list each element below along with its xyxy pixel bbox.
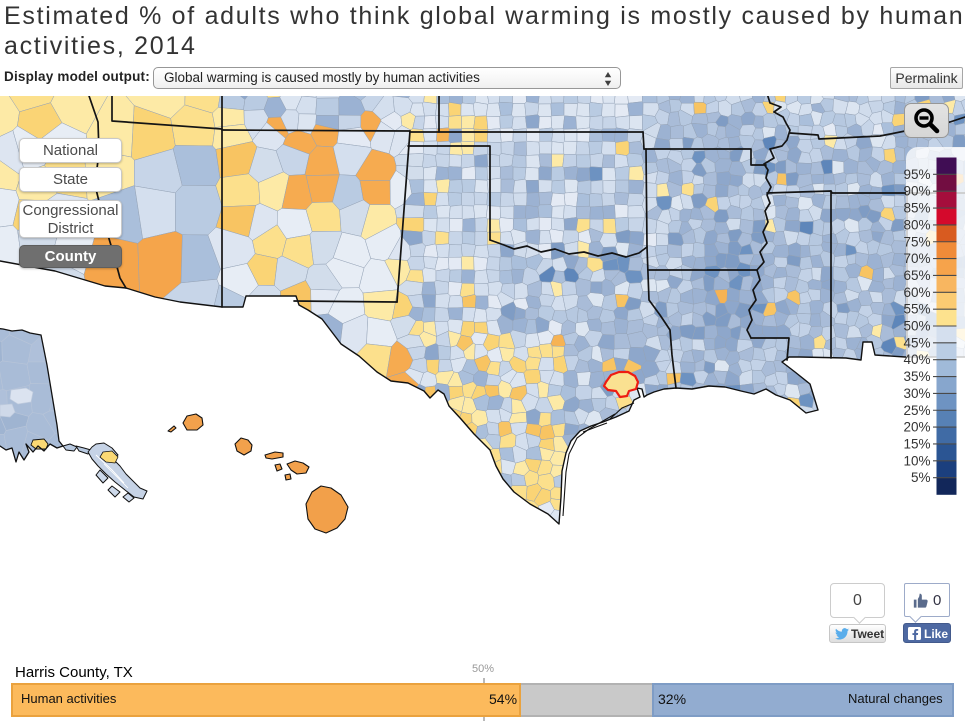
svg-text:85%: 85%: [903, 201, 930, 216]
svg-text:10%: 10%: [903, 453, 930, 468]
svg-text:65%: 65%: [903, 268, 930, 283]
svg-text:45%: 45%: [903, 335, 930, 350]
svg-text:75%: 75%: [903, 234, 930, 249]
svg-text:15%: 15%: [903, 436, 930, 451]
svg-text:50%: 50%: [903, 319, 930, 334]
svg-text:40%: 40%: [903, 352, 930, 367]
svg-text:95%: 95%: [903, 167, 930, 182]
svg-text:70%: 70%: [903, 251, 930, 266]
svg-text:80%: 80%: [903, 217, 930, 232]
svg-text:25%: 25%: [903, 403, 930, 418]
svg-text:55%: 55%: [903, 302, 930, 317]
svg-text:5%: 5%: [911, 470, 931, 485]
svg-text:20%: 20%: [903, 420, 930, 435]
svg-text:35%: 35%: [903, 369, 930, 384]
svg-text:60%: 60%: [903, 285, 930, 300]
svg-text:30%: 30%: [903, 386, 930, 401]
svg-text:90%: 90%: [903, 184, 930, 199]
